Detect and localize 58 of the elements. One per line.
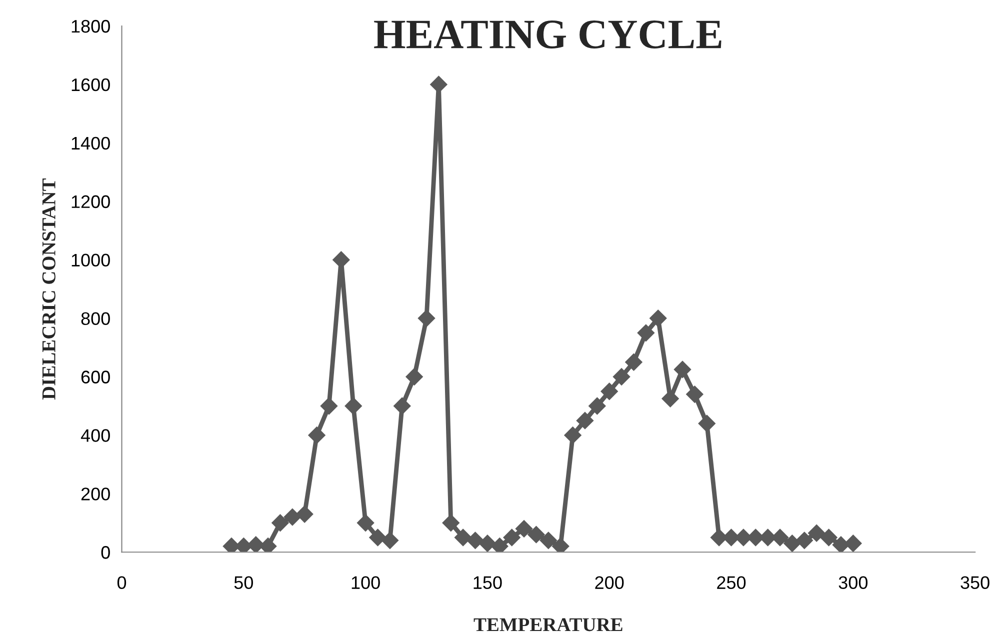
point [418, 309, 436, 328]
point [783, 534, 802, 552]
point [271, 514, 290, 532]
y-tick-label: 200 [81, 488, 110, 500]
x-axis-title: TEMPERATURE [474, 618, 622, 632]
y-axis-title: DIELECRIC CONSTANT [42, 178, 56, 400]
point [320, 397, 338, 415]
point [368, 528, 387, 546]
point [796, 532, 814, 550]
y-tick-label: 400 [80, 429, 110, 442]
point [808, 524, 826, 542]
point [844, 534, 862, 552]
point [686, 385, 704, 404]
y-tick-label: 800 [81, 312, 110, 326]
point [454, 528, 472, 546]
point [381, 532, 399, 550]
point [393, 397, 411, 415]
point [674, 360, 692, 378]
chart-title: HEATING CYCLE [374, 20, 722, 49]
y-tick-label: 1400 [72, 136, 110, 150]
x-tick-label: 350 [960, 576, 990, 589]
point [588, 397, 606, 415]
x-tick-label: 100 [352, 576, 380, 589]
x-tick-label: 250 [717, 576, 746, 589]
point [649, 309, 667, 328]
y-tick-label: 600 [81, 370, 110, 384]
y-tick-label: 1600 [72, 78, 110, 92]
point [344, 397, 362, 415]
point [820, 528, 838, 546]
point [466, 532, 484, 550]
point [442, 514, 460, 532]
point [832, 536, 850, 552]
point [478, 534, 496, 552]
point [284, 508, 302, 526]
x-tick-label: 200 [595, 576, 624, 589]
x-tick-label: 150 [474, 576, 502, 589]
point [637, 324, 655, 342]
point [612, 368, 630, 386]
point [624, 353, 643, 371]
y-tick-label: 0 [101, 546, 110, 559]
y-tick-label: 1200 [72, 195, 110, 208]
point [356, 514, 374, 532]
x-tick-label: 50 [234, 576, 253, 589]
point [576, 412, 594, 430]
point [405, 368, 424, 386]
y-tick-label: 1000 [72, 254, 110, 267]
point [296, 505, 314, 523]
x-tick-label: 0 [117, 576, 126, 589]
y-tick-label: 1800 [72, 20, 110, 33]
point [564, 426, 582, 444]
point [515, 520, 533, 538]
x-tick-label: 300 [838, 576, 868, 589]
point [540, 532, 558, 550]
point [308, 426, 326, 444]
point [698, 414, 716, 432]
point [527, 526, 546, 544]
point [600, 382, 618, 400]
point [502, 528, 521, 546]
